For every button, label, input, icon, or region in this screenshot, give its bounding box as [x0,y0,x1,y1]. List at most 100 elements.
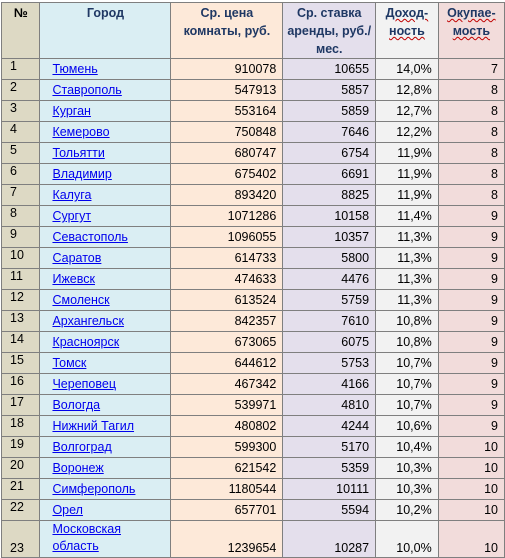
payback-cell: 9 [437,289,505,311]
row-number: 5 [0,142,41,164]
payback-cell: 9 [437,394,505,416]
row-number: 17 [0,394,41,416]
payback-cell: 8 [437,79,505,101]
city-cell: Волгоград [39,436,172,458]
city-link[interactable]: Орел [52,503,83,517]
city-link[interactable]: Саратов [52,251,102,265]
header-yield-label: Доход-ность [385,6,429,38]
city-link[interactable]: Нижний Тагил [52,419,135,433]
row-number: 11 [0,268,41,290]
yield-cell: 10,8% [375,331,439,353]
city-link[interactable]: Московская область [52,522,121,553]
city-link[interactable]: Череповец [52,377,116,391]
yield-cell: 11,9% [375,163,439,185]
rent-cell: 7646 [282,121,377,143]
city-link[interactable]: Кемерово [52,125,110,139]
city-link[interactable]: Смоленск [52,293,110,307]
yield-cell: 10,2% [375,499,439,521]
yield-cell: 11,9% [375,184,439,206]
row-number: 23 [0,520,41,558]
city-cell: Томск [39,352,172,374]
city-cell: Красноярск [39,331,172,353]
header-payback-label: Окупае-мость [447,6,496,38]
table-row: 6 Владимир 675402 6691 11,9% 8 [0,163,505,185]
price-cell: 614733 [170,247,284,269]
city-cell: Орел [39,499,172,521]
price-cell: 673065 [170,331,284,353]
city-link[interactable]: Воронеж [52,461,104,475]
price-cell: 599300 [170,436,284,458]
table-row: 16 Череповец 467342 4166 10,7% 9 [0,373,505,395]
yield-cell: 10,7% [375,394,439,416]
row-number: 4 [0,121,41,143]
city-cell: Тюмень [39,58,172,80]
yield-cell: 10,6% [375,415,439,437]
price-cell: 547913 [170,79,284,101]
table-body: 1 Тюмень 910078 10655 14,0% 7 2 Ставрополь 54791… [0,58,505,558]
payback-cell: 9 [437,205,505,227]
price-cell: 467342 [170,373,284,395]
payback-cell: 8 [437,163,505,185]
payback-cell: 9 [437,226,505,248]
rent-cell: 5753 [282,352,377,374]
city-cell: Московская область [39,520,172,558]
city-link[interactable]: Ижевск [52,272,95,286]
rent-cell: 10158 [282,205,377,227]
yield-cell: 11,3% [375,289,439,311]
price-cell: 910078 [170,58,284,80]
yield-cell: 10,3% [375,478,439,500]
city-link[interactable]: Красноярск [52,335,120,349]
rent-cell: 5594 [282,499,377,521]
city-link[interactable]: Архангельск [52,314,124,328]
price-cell: 1239654 [170,520,284,558]
table-row: 15 Томск 644612 5753 10,7% 9 [0,352,505,374]
rent-cell: 10655 [282,58,377,80]
city-link[interactable]: Томск [52,356,87,370]
payback-cell: 10 [437,520,505,558]
city-link[interactable]: Ставрополь [52,83,122,97]
city-cell: Череповец [39,373,172,395]
header-price: Ср. цена комнаты, руб. [170,2,284,59]
header-num: № [0,2,41,59]
city-link[interactable]: Тюмень [52,62,98,76]
city-link[interactable]: Симферополь [52,482,136,496]
table-row: 13 Архангельск 842357 7610 10,8% 9 [0,310,505,332]
city-cell: Севастополь [39,226,172,248]
table-row: 1 Тюмень 910078 10655 14,0% 7 [0,58,505,80]
city-link[interactable]: Калуга [52,188,92,202]
row-number: 22 [0,499,41,521]
price-cell: 613524 [170,289,284,311]
rent-cell: 5800 [282,247,377,269]
row-number: 16 [0,373,41,395]
yield-cell: 11,9% [375,142,439,164]
row-number: 9 [0,226,41,248]
row-number: 20 [0,457,41,479]
city-cell: Нижний Тагил [39,415,172,437]
table-row: 21 Симферополь 1180544 10111 10,3% 10 [0,478,505,500]
price-cell: 474633 [170,268,284,290]
table-row: 22 Орел 657701 5594 10,2% 10 [0,499,505,521]
row-number: 2 [0,79,41,101]
payback-cell: 9 [437,247,505,269]
row-number: 6 [0,163,41,185]
city-link[interactable]: Севастополь [52,230,128,244]
table-row: 23 Московская область 1239654 10287 10,0% 10 [0,520,505,558]
row-number: 1 [0,58,41,80]
table-header-row: № Город Ср. цена комнаты, руб. Ср. ставк… [0,2,505,59]
city-link[interactable]: Тольятти [52,146,105,160]
table-row: 12 Смоленск 613524 5759 11,3% 9 [0,289,505,311]
table-row: 9 Севастополь 1096055 10357 11,3% 9 [0,226,505,248]
city-link[interactable]: Сургут [52,209,92,223]
city-link[interactable]: Волгоград [52,440,112,454]
price-cell: 842357 [170,310,284,332]
table-row: 18 Нижний Тагил 480802 4244 10,6% 9 [0,415,505,437]
city-link[interactable]: Вологда [52,398,101,412]
table-row: 10 Саратов 614733 5800 11,3% 9 [0,247,505,269]
city-link[interactable]: Владимир [52,167,112,181]
table-row: 4 Кемерово 750848 7646 12,2% 8 [0,121,505,143]
city-link[interactable]: Курган [52,104,91,118]
city-cell: Симферополь [39,478,172,500]
table-row: 8 Сургут 1071286 10158 11,4% 9 [0,205,505,227]
